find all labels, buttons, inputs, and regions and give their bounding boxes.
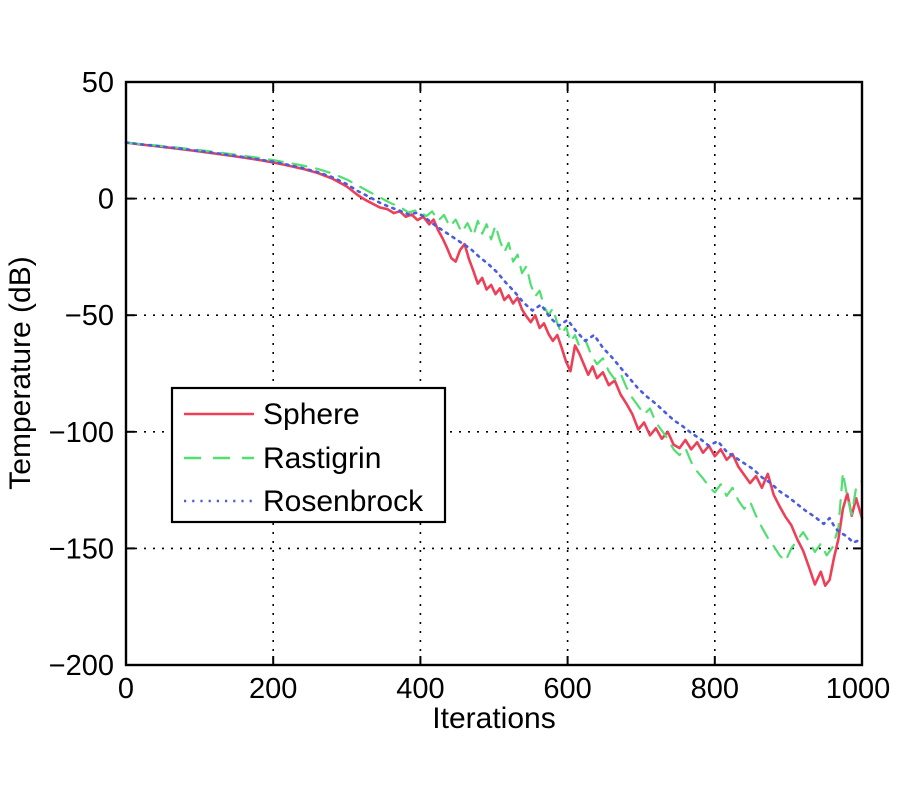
data-series	[124, 141, 864, 588]
tick-labels: 0 200 400 600 800 1000 50 0 −50 −100 −150 −200	[49, 67, 891, 705]
grid-lines	[126, 82, 862, 665]
legend-label-sphere: Sphere	[263, 398, 360, 431]
legend-label-rastigrin: Rastigrin	[263, 442, 381, 475]
y-tick-label: −150	[49, 533, 114, 565]
y-tick-label: 50	[82, 67, 114, 99]
series-rosenbrock-line	[124, 141, 864, 544]
series-rastigrin-line	[124, 141, 864, 563]
x-tick-label: 200	[249, 673, 297, 705]
x-tick-label: 800	[691, 673, 739, 705]
series-sphere-line	[124, 141, 864, 588]
x-axis-label: Iterations	[432, 702, 555, 735]
y-axis-label: Temperature (dB)	[4, 256, 37, 489]
axis-ticks	[125, 81, 863, 666]
x-tick-label: 400	[396, 673, 444, 705]
x-tick-label: 1000	[826, 673, 891, 705]
y-tick-label: −50	[65, 300, 114, 332]
y-tick-label: 0	[98, 184, 114, 216]
legend: Sphere Rastigrin Rosenbrock	[170, 386, 447, 524]
y-tick-label: −100	[49, 417, 114, 449]
y-tick-label: −200	[49, 650, 114, 682]
x-tick-label: 600	[543, 673, 591, 705]
legend-box	[170, 386, 447, 524]
axes-box	[124, 80, 864, 667]
legend-label-rosenbrock: Rosenbrock	[263, 485, 424, 518]
x-tick-label: 0	[118, 673, 134, 705]
